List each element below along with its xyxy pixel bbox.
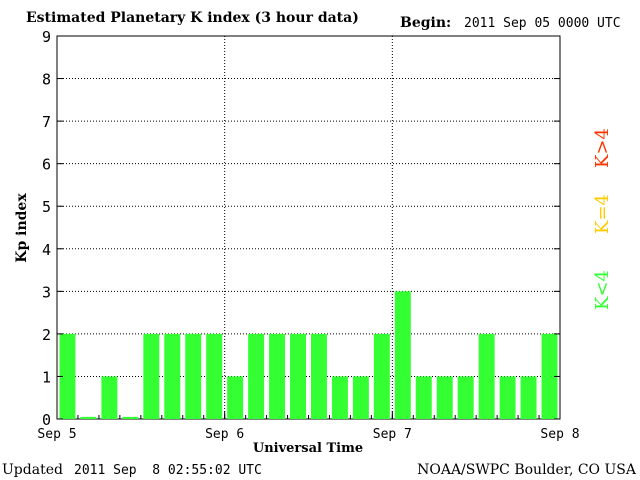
y-tick-label: 9	[42, 28, 51, 46]
kp-bar	[499, 376, 516, 419]
begin-value: 2011 Sep 05 0000 UTC	[464, 16, 621, 31]
y-tick-label: 6	[42, 156, 51, 174]
y-axis-label: Kp index	[14, 193, 30, 263]
kp-bar	[290, 333, 306, 419]
legend-low: K<4	[592, 270, 613, 310]
x-tick-label: Sep 5	[37, 427, 76, 442]
x-tick-label: Sep 6	[205, 427, 244, 442]
y-tick-label: 1	[42, 368, 51, 386]
x-axis-ticks: Sep 5 Sep 6 Sep 7 Sep 8	[37, 411, 580, 442]
kp-bar	[59, 333, 76, 419]
legend-mid: K=4	[592, 194, 613, 234]
updated-label: Updated	[2, 462, 63, 478]
kp-bar	[415, 376, 432, 419]
kp-bar	[206, 333, 223, 419]
y-axis-ticks: 0 1 2 3 4 5 6 7 8 9	[42, 28, 560, 429]
kp-bar	[311, 333, 327, 419]
x-tick-label: Sep 7	[373, 427, 412, 442]
kp-bar	[101, 376, 118, 419]
y-tick-label: 3	[42, 283, 51, 301]
y-tick-label: 8	[42, 71, 51, 89]
kp-bar	[227, 376, 244, 419]
kp-bar	[394, 291, 411, 419]
kp-bar	[331, 376, 348, 419]
legend-high: K>4	[592, 128, 613, 168]
y-tick-label: 5	[42, 198, 51, 216]
updated-value: 2011 Sep 8 02:55:02 UTC	[74, 463, 262, 478]
kp-bar	[373, 333, 390, 419]
kp-bar	[185, 333, 202, 419]
x-tick-label: Sep 8	[540, 427, 579, 442]
kp-bar	[164, 333, 181, 419]
chart-title: Estimated Planetary K index (3 hour data…	[26, 10, 359, 26]
kp-bar	[478, 333, 495, 419]
y-tick-label: 0	[42, 411, 51, 429]
begin-label: Begin:	[400, 15, 451, 31]
kp-bar	[541, 333, 558, 419]
kp-bar	[80, 416, 97, 419]
kp-bar	[269, 333, 286, 419]
y-tick-label: 4	[42, 241, 51, 259]
y-tick-label: 2	[42, 326, 51, 344]
grid-lines	[57, 36, 560, 419]
kp-bar	[352, 376, 369, 419]
bars	[59, 291, 558, 419]
kp-bar	[248, 333, 265, 419]
y-tick-label: 7	[42, 113, 51, 131]
plot-area: 0 1 2 3 4 5 6 7 8 9 Sep 5 Sep 6 Sep 7 Sep 8	[37, 28, 579, 442]
kp-bar	[143, 333, 160, 419]
kp-bar	[122, 416, 139, 419]
kp-bar	[436, 376, 453, 419]
source-credit: NOAA/SWPC Boulder, CO USA	[417, 462, 637, 478]
kp-bar	[457, 376, 474, 419]
kp-bar	[520, 376, 537, 419]
x-axis-label: Universal Time	[253, 441, 363, 456]
